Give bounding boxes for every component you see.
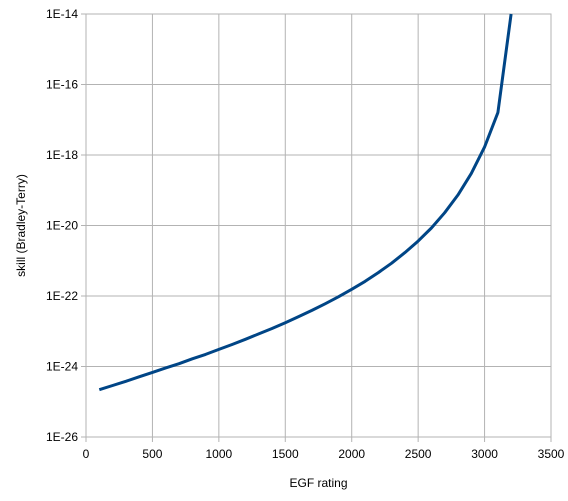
y-tick-label: 1E-26	[46, 430, 78, 444]
x-tick-label: 2500	[405, 447, 432, 461]
y-tick-label: 1E-16	[46, 78, 78, 92]
y-tick-label: 1E-22	[46, 289, 78, 303]
y-tick-label: 1E-20	[46, 219, 78, 233]
y-tick-label: 1E-14	[46, 7, 78, 21]
x-tick-label: 0	[83, 447, 90, 461]
x-tick-label: 2000	[338, 447, 365, 461]
series-layer	[98, 13, 513, 392]
y-tick-label: 1E-24	[46, 360, 78, 374]
x-tick-label: 500	[142, 447, 162, 461]
x-tick-label: 3500	[538, 447, 565, 461]
axis-ticks: 0 500 1000 1500 2000 2500 3000 3500 1E-26 1E-24 1E…	[46, 7, 565, 461]
series-line	[98, 13, 513, 392]
y-tick-label: 1E-18	[46, 148, 78, 162]
x-axis-title: EGF rating	[289, 476, 347, 490]
x-tick-label: 1500	[272, 447, 299, 461]
gridlines	[85, 13, 552, 438]
y-axis-title: skill (Bradley-Terry)	[14, 174, 28, 277]
x-tick-label: 1000	[206, 447, 233, 461]
x-tick-label: 3000	[471, 447, 498, 461]
